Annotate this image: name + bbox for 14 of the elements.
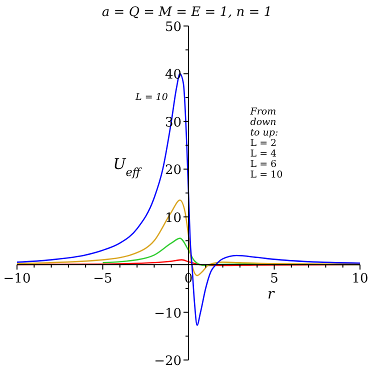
annotation: From down to up: L = 2 L = 4 L = 6 L = 10	[249, 106, 283, 180]
y-tick-label: 10	[164, 210, 182, 226]
y-tick-label: 50	[164, 20, 182, 35]
x-tick-label: −10	[3, 272, 31, 287]
y-tick-label: −20	[154, 354, 182, 369]
x-tick-label: −5	[93, 272, 112, 287]
x-tick-label: 5	[270, 272, 278, 287]
x-axis-title: r	[267, 286, 276, 303]
y-tick-label: 20	[164, 163, 182, 178]
y-axis-title: U$_{eff}$	[113, 155, 142, 179]
x-tick-label: 10	[352, 272, 368, 287]
annotation: L = 10	[134, 92, 168, 103]
chart-title: a = Q = M = E = 1, n = 1	[102, 5, 272, 20]
y-tick-label: −10	[154, 306, 182, 322]
